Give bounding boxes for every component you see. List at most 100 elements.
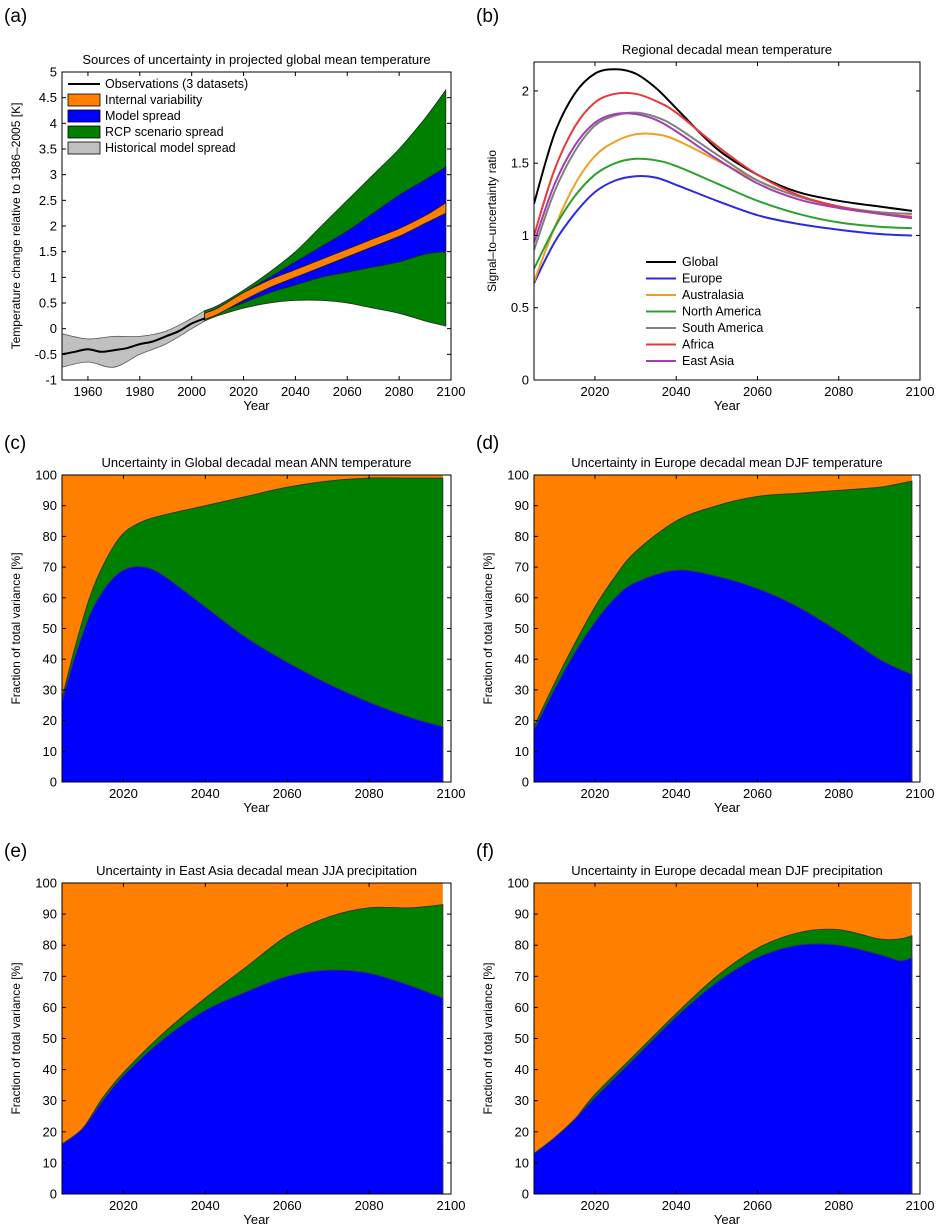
y-tick-label: 0.5: [511, 300, 529, 315]
panel-2: 2020 2040 2060 2080 2100 0 10 20 30 40 50 60 70 80 90 1…: [4, 433, 465, 815]
x-tick-label: 1960: [73, 384, 102, 399]
y-tick-label: 100: [507, 876, 529, 891]
band-internal-variability: [204, 202, 447, 320]
x-axis-label: Year: [243, 1212, 270, 1227]
x-tick-label: 2020: [580, 1198, 609, 1213]
x-tick-label: 2020: [229, 384, 258, 399]
y-tick-label: 4.5: [39, 90, 57, 105]
y-tick-label: 60: [43, 590, 57, 605]
x-axis-label: Year: [243, 398, 270, 413]
y-tick-label: 0: [50, 775, 57, 790]
legend-label: Internal variability: [105, 93, 203, 107]
panel-3: 2020 2040 2060 2080 2100 0 10 20 30 40 50 60 70 80 90 1…: [476, 433, 934, 815]
y-tick-label: 40: [43, 652, 57, 667]
x-tick-label: 2020: [580, 384, 609, 399]
x-tick-label: 2060: [273, 1198, 302, 1213]
y-tick-label: 80: [43, 938, 57, 953]
y-axis-label: Temperature change relative to 1986–2005…: [9, 103, 23, 350]
x-tick-label: 2100: [437, 384, 466, 399]
chart-title: Uncertainty in East Asia decadal mean JJ…: [96, 863, 417, 878]
x-axis-label: Year: [714, 1212, 741, 1227]
legend-swatch: [67, 125, 101, 139]
x-tick-label: 2100: [437, 786, 466, 801]
y-tick-label: 70: [515, 560, 529, 575]
y-tick-label: 0: [522, 775, 529, 790]
x-tick-label: 2040: [662, 384, 691, 399]
y-tick-label: 90: [515, 907, 529, 922]
x-tick-label: 2060: [743, 1198, 772, 1213]
legend-label: Observations (3 datasets): [105, 77, 248, 91]
y-tick-label: 30: [43, 1093, 57, 1108]
area-model-spread: [534, 943, 913, 1194]
line-observations: [62, 317, 205, 356]
chart-title: Uncertainty in Europe decadal mean DJF p…: [571, 863, 882, 878]
legend-label: Global: [682, 255, 718, 269]
y-tick-label: 4: [50, 116, 57, 131]
x-tick-label: 2080: [355, 786, 384, 801]
y-axis-label: Fraction of total variance [%]: [481, 552, 495, 704]
y-tick-label: 10: [43, 1155, 57, 1170]
y-tick-label: 90: [43, 498, 57, 513]
y-tick-label: 60: [43, 1000, 57, 1015]
legend-label: Europe: [682, 272, 722, 286]
x-tick-label: 2100: [906, 384, 935, 399]
y-tick-label: 3: [50, 167, 57, 182]
y-tick-label: 70: [515, 969, 529, 984]
line-global: [534, 68, 913, 212]
y-tick-label: 3.5: [39, 142, 57, 157]
legend-label: RCP scenario spread: [105, 125, 224, 139]
y-tick-label: 40: [515, 652, 529, 667]
panel-letter: (f): [476, 841, 494, 862]
x-tick-label: 2040: [281, 384, 310, 399]
y-tick-label: 0: [50, 321, 57, 336]
x-axis-label: Year: [714, 398, 741, 413]
x-tick-label: 2080: [824, 1198, 853, 1213]
line-north-america: [534, 157, 912, 270]
legend-swatch: [67, 93, 101, 107]
legend-label: East Asia: [682, 354, 734, 368]
plot-content: [534, 883, 913, 1194]
x-tick-label: 2040: [662, 786, 691, 801]
legend-label: North America: [682, 305, 761, 319]
area-model-spread: [62, 969, 444, 1194]
y-tick-label: 20: [515, 1124, 529, 1139]
panel-5: 2020 2040 2060 2080 2100 0 10 20 30 40 50 60 70 80 90 1…: [476, 841, 934, 1227]
x-axis-label: Year: [243, 800, 270, 815]
y-tick-label: 5: [50, 65, 57, 80]
plot-content: [534, 475, 913, 782]
y-tick-label: 0.5: [39, 296, 57, 311]
y-tick-label: 1.5: [511, 156, 529, 171]
y-tick-label: 50: [515, 1031, 529, 1046]
y-tick-label: 100: [507, 468, 529, 483]
chart-title: Uncertainty in Europe decadal mean DJF t…: [571, 455, 882, 470]
legend-label: South America: [682, 321, 763, 335]
x-tick-label: 2020: [109, 786, 138, 801]
y-tick-label: 80: [515, 938, 529, 953]
x-tick-label: 2060: [333, 384, 362, 399]
y-tick-label: 80: [43, 529, 57, 544]
plot-content: [62, 883, 444, 1194]
plot-content: [62, 88, 447, 368]
x-tick-label: 1980: [125, 384, 154, 399]
y-tick-label: -1: [45, 373, 57, 388]
panel-letter: (b): [476, 6, 499, 27]
line-east-asia: [534, 112, 913, 244]
y-tick-label: 50: [515, 621, 529, 636]
chart-title: Uncertainty in Global decadal mean ANN t…: [102, 455, 412, 470]
x-tick-label: 2100: [906, 1198, 935, 1213]
x-tick-label: 2040: [191, 786, 220, 801]
x-tick-label: 2000: [177, 384, 206, 399]
legend-label: Model spread: [105, 109, 181, 123]
plot-area: [534, 62, 920, 380]
y-tick-label: 60: [515, 590, 529, 605]
x-tick-label: 2060: [743, 384, 772, 399]
panel-4: 2020 2040 2060 2080 2100 0 10 20 30 40 50 60 70 80 90 1…: [4, 841, 465, 1227]
y-tick-label: 0: [522, 373, 529, 388]
panel-letter: (e): [4, 841, 27, 862]
y-tick-label: 60: [515, 1000, 529, 1015]
y-tick-label: 50: [43, 621, 57, 636]
y-tick-label: 30: [43, 682, 57, 697]
line-africa: [534, 91, 912, 236]
plot-frame: [533, 61, 921, 381]
x-tick-label: 2080: [385, 384, 414, 399]
